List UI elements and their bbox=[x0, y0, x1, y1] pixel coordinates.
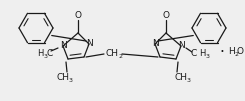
Text: CH: CH bbox=[57, 73, 70, 82]
Text: O: O bbox=[162, 11, 170, 19]
Text: 3: 3 bbox=[69, 77, 73, 83]
Text: 3: 3 bbox=[206, 55, 210, 59]
Text: H: H bbox=[228, 46, 234, 56]
Text: C: C bbox=[191, 49, 197, 58]
Text: ·: · bbox=[220, 45, 224, 59]
Text: O: O bbox=[74, 11, 82, 19]
Text: 2: 2 bbox=[118, 55, 122, 59]
Text: H: H bbox=[199, 49, 205, 58]
Text: 3: 3 bbox=[44, 55, 48, 59]
Text: O: O bbox=[236, 46, 244, 56]
Text: CH: CH bbox=[174, 73, 187, 82]
Text: N: N bbox=[152, 39, 158, 48]
Text: H: H bbox=[37, 49, 43, 58]
Text: N: N bbox=[86, 39, 92, 48]
Text: 3: 3 bbox=[187, 77, 191, 83]
Text: 2: 2 bbox=[234, 53, 238, 57]
Text: N: N bbox=[178, 42, 184, 50]
Text: C: C bbox=[47, 49, 53, 58]
Text: CH: CH bbox=[106, 49, 119, 58]
Text: N: N bbox=[60, 42, 66, 50]
